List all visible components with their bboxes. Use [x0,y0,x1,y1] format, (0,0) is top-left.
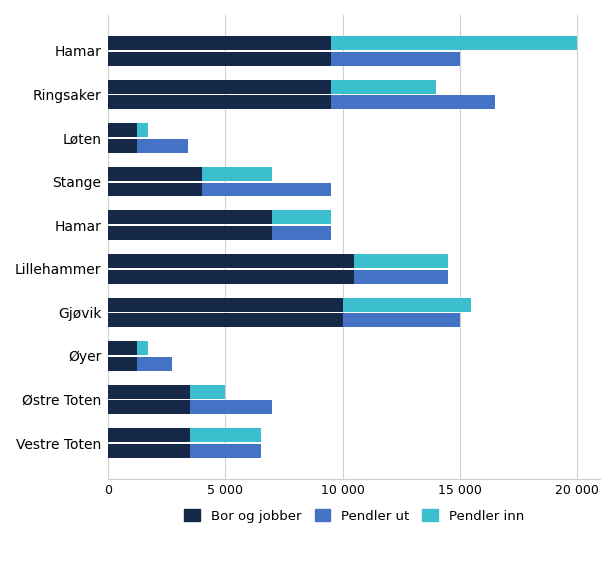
Legend: Bor og jobber, Pendler ut, Pendler inn: Bor og jobber, Pendler ut, Pendler inn [179,504,530,528]
Bar [191,400,272,414]
Bar [331,80,436,94]
Bar [272,226,331,240]
Bar [108,226,272,240]
Bar [137,357,172,371]
Bar [137,123,148,137]
Bar [137,139,188,153]
Bar [191,428,261,442]
Bar [108,313,343,327]
Bar [331,95,494,109]
Bar [354,254,448,268]
Bar [108,80,331,94]
Bar [108,269,354,283]
Bar [343,313,459,327]
Bar [108,123,137,137]
Bar [354,269,448,283]
Bar [108,95,331,109]
Bar [108,444,191,458]
Bar [108,341,137,355]
Bar [108,52,331,66]
Bar [108,211,272,225]
Bar [202,183,331,197]
Bar [108,139,137,153]
Bar [272,211,331,225]
Bar [108,297,343,311]
Bar [108,400,191,414]
Bar [343,297,471,311]
Bar [137,341,148,355]
Bar [108,36,331,50]
Bar [108,428,191,442]
Bar [108,254,354,268]
Bar [108,357,137,371]
Bar [331,36,577,50]
Bar [108,183,202,197]
Bar [108,167,202,181]
Bar [191,444,261,458]
Bar [331,52,459,66]
Bar [191,385,226,399]
Bar [202,167,272,181]
Bar [108,385,191,399]
